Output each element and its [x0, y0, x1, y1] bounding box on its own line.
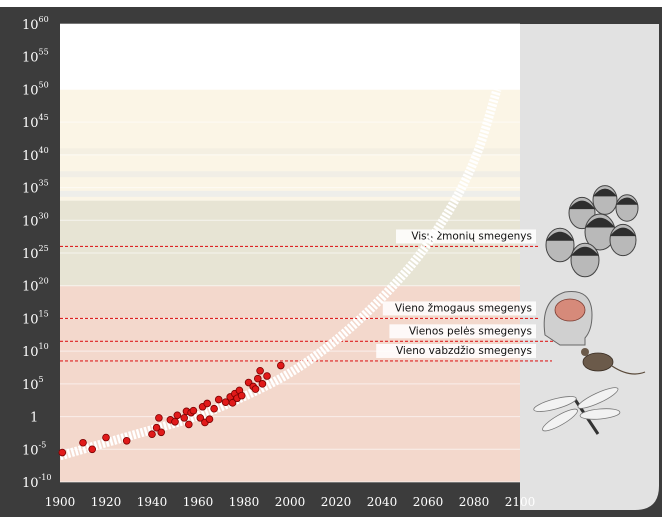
- human-head-brain-icon: [543, 290, 593, 346]
- y-tick-exponent: -10: [39, 473, 52, 482]
- y-tick-label: 1045: [22, 113, 49, 131]
- y-tick-exponent: 60: [39, 15, 49, 24]
- x-tick-label: 1920: [91, 495, 122, 509]
- y-tick-exponent: 55: [39, 48, 49, 57]
- band-stripe: [60, 171, 520, 178]
- y-tick-label: 1040: [22, 146, 49, 164]
- trend-curve: [58, 88, 502, 461]
- data-point: [155, 414, 163, 422]
- data-point: [148, 430, 156, 439]
- y-tick-exponent: 45: [39, 113, 49, 122]
- human-faces-icon: [545, 185, 639, 278]
- data-point: [152, 423, 161, 432]
- threshold-label-bg: [389, 324, 536, 339]
- y-tick-label: 1015: [22, 309, 49, 327]
- dragonfly-icon: [533, 387, 621, 435]
- data-point: [210, 404, 218, 413]
- data-point: [203, 399, 212, 408]
- data-point: [228, 399, 237, 407]
- data-point: [256, 366, 264, 375]
- y-tick-label: 1010: [22, 342, 49, 360]
- y-tick-exponent: 25: [39, 244, 49, 253]
- y-tick-exponent: 30: [39, 211, 49, 220]
- mouse-icon: [581, 348, 646, 375]
- y-tick-label: 10-10: [22, 473, 51, 491]
- data-point: [196, 414, 205, 422]
- y-tick-exponent: 15: [39, 309, 49, 318]
- data-point: [205, 415, 214, 423]
- y-tick-exponent: 10: [39, 342, 49, 351]
- data-point: [276, 361, 285, 370]
- y-tick-label: 1: [30, 411, 38, 426]
- y-tick-exponent: 50: [39, 80, 49, 89]
- threshold-label: Visų žmonių smegenys: [411, 230, 532, 242]
- y-tick-label: 105: [22, 375, 44, 393]
- threshold-label: Vieno vabzdžio smegenys: [396, 345, 532, 357]
- data-point: [237, 391, 246, 400]
- threshold-label: Vieno žmogaus smegenys: [395, 302, 532, 314]
- y-tick-label: 1035: [22, 179, 49, 197]
- y-tick-label: 1020: [22, 277, 49, 295]
- x-tick-label: 2080: [459, 495, 490, 509]
- trend-line: [58, 88, 502, 461]
- data-point: [88, 445, 96, 454]
- data-point: [58, 448, 67, 457]
- data-point: [79, 438, 87, 447]
- x-tick-label: 1900: [45, 495, 76, 509]
- y-tick-label: 1025: [22, 244, 49, 262]
- data-point: [253, 374, 262, 383]
- data-point: [263, 372, 271, 380]
- y-tick-label: 1050: [22, 80, 49, 98]
- x-axis-ticks: 1900 1920 1940 1960 1980 2000 2020 2040 2060 2080…: [45, 495, 536, 509]
- data-point: [258, 380, 267, 388]
- data-point: [251, 385, 260, 393]
- y-tick-label: 10-5: [22, 440, 46, 458]
- data-point: [122, 436, 131, 445]
- x-tick-label: 2060: [413, 495, 444, 509]
- y-tick-exponent: 40: [39, 146, 49, 155]
- x-tick-label: 1960: [183, 495, 214, 509]
- y-tick-exponent: 5: [39, 375, 44, 384]
- data-point: [189, 406, 198, 415]
- x-tick-label: 2000: [275, 495, 306, 509]
- data-point: [180, 414, 189, 422]
- grid-lines: [60, 23, 520, 483]
- data-point: [214, 395, 223, 404]
- y-tick-label: 1060: [22, 15, 49, 33]
- data-point: [171, 418, 179, 426]
- threshold-label-bg: [382, 301, 536, 316]
- y-tick-exponent: -5: [39, 440, 47, 449]
- band-stripe: [60, 190, 520, 197]
- x-tick-label: 2020: [321, 495, 352, 509]
- data-point: [102, 433, 110, 442]
- band-high: [60, 89, 520, 201]
- threshold-label: Vienos pelės smegenys: [409, 325, 532, 337]
- threshold-icons: [533, 185, 646, 435]
- x-tick-label: 1940: [137, 495, 168, 509]
- y-axis-ticks: 1060105510501045104010351030102510201015…: [22, 15, 51, 491]
- y-tick-exponent: 20: [39, 277, 49, 286]
- data-point: [185, 420, 193, 429]
- x-tick-label: 2040: [367, 495, 398, 509]
- x-tick-label: 2100: [505, 495, 536, 509]
- band-stripe: [60, 148, 520, 155]
- y-tick-label: 1055: [22, 48, 49, 66]
- data-point: [173, 411, 182, 420]
- y-tick-exponent: 35: [39, 179, 49, 188]
- threshold-label-bg: [376, 343, 536, 358]
- y-tick-label: 1030: [22, 211, 49, 229]
- data-point: [157, 428, 166, 437]
- data-points: [58, 361, 285, 457]
- x-tick-label: 1980: [229, 495, 260, 509]
